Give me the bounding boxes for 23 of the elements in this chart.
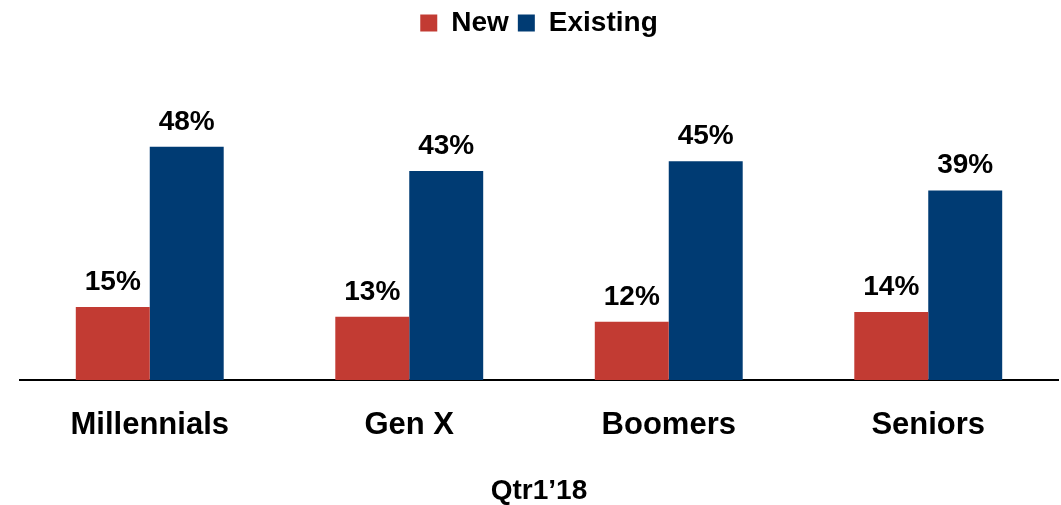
bar [335, 316, 410, 380]
data-label: 12% [603, 279, 660, 311]
legend-label: New [451, 5, 510, 37]
bar [594, 321, 669, 380]
bar [409, 171, 484, 380]
x-tick-label: Seniors [871, 406, 986, 442]
bar [854, 311, 929, 380]
legend-label: Existing [548, 5, 658, 37]
data-label: 13% [344, 274, 401, 306]
bar [149, 146, 224, 380]
bar [75, 307, 150, 380]
x-tick-label: Gen X [364, 406, 455, 442]
data-label: 39% [937, 148, 994, 180]
data-label: 45% [677, 119, 734, 151]
x-axis-title: Qtr1’18 [490, 473, 588, 505]
x-tick-label: Boomers [601, 406, 736, 442]
bar [928, 190, 1003, 380]
data-label: 14% [863, 269, 920, 301]
data-label: 48% [158, 104, 215, 136]
x-tick-label: Millennials [70, 406, 229, 442]
data-label: 15% [84, 265, 141, 297]
data-label: 43% [418, 129, 475, 161]
bar [668, 161, 743, 380]
